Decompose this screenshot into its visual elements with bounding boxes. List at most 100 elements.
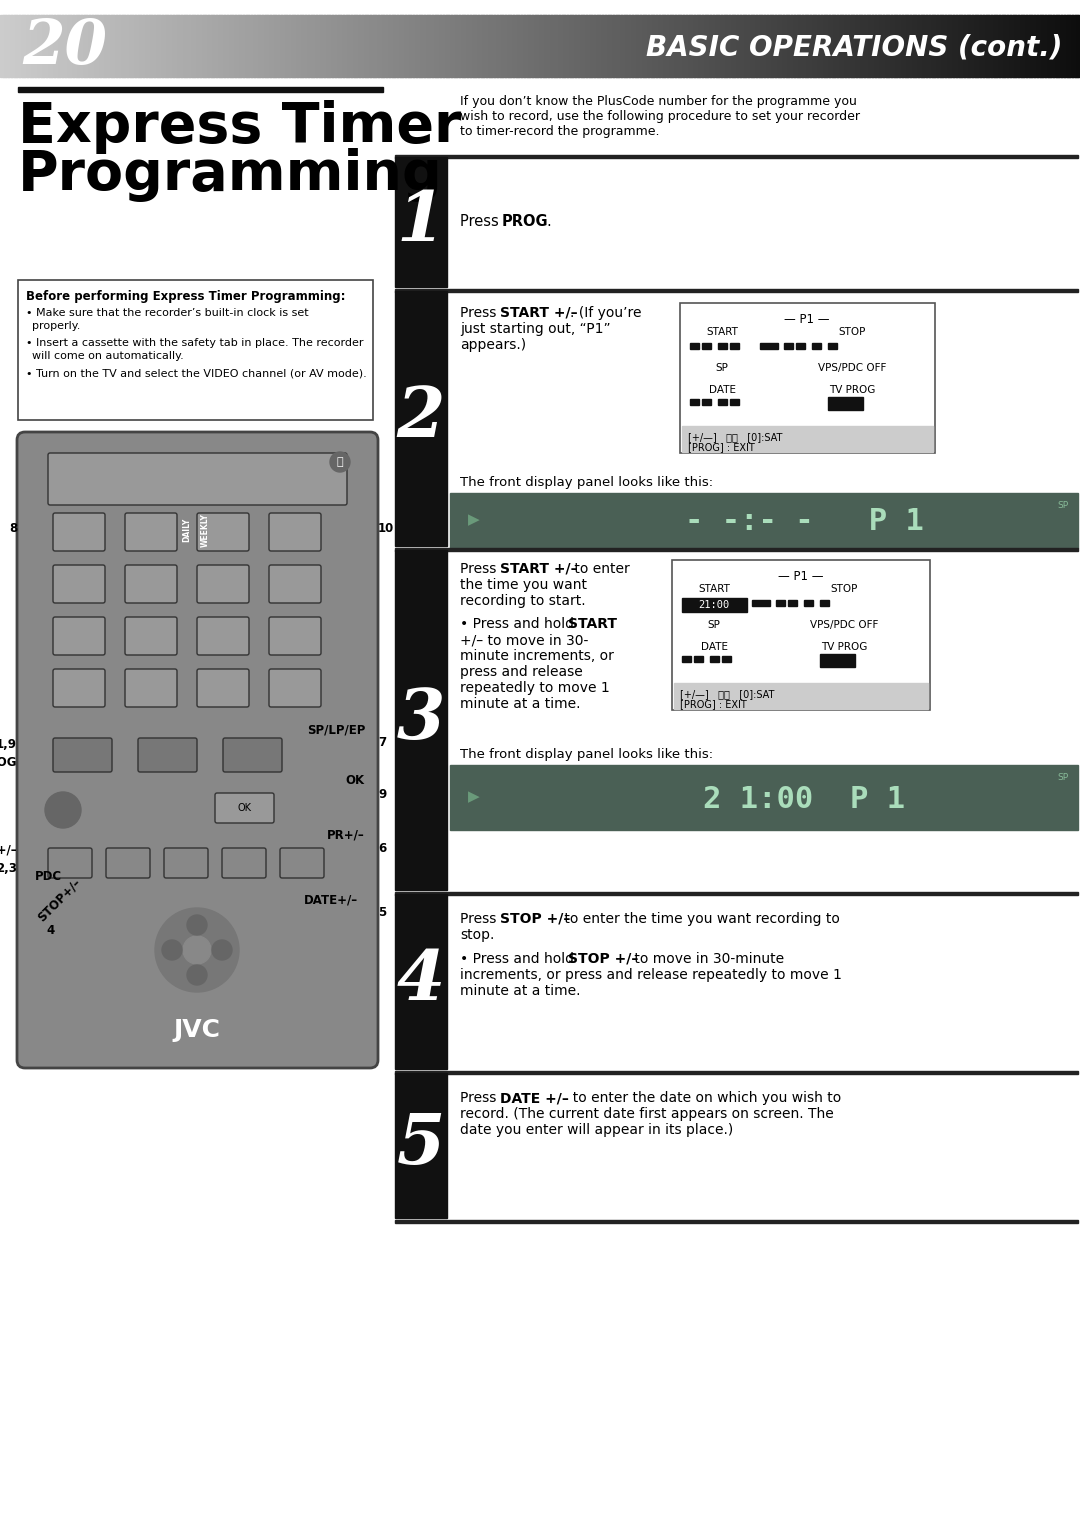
Bar (1056, 15, 1059, 76)
Circle shape (162, 940, 183, 960)
Bar (475, 15, 478, 76)
Text: [PROG] : EXIT: [PROG] : EXIT (688, 443, 755, 452)
Bar (81, 15, 84, 76)
FancyBboxPatch shape (125, 565, 177, 603)
Bar (681, 656, 691, 662)
Bar (451, 15, 455, 76)
FancyBboxPatch shape (164, 848, 208, 877)
Bar (931, 15, 935, 76)
Bar (423, 15, 428, 76)
Bar (711, 15, 714, 76)
Bar (691, 15, 694, 76)
Bar (38, 15, 41, 76)
Bar (1010, 15, 1013, 76)
Bar (639, 15, 644, 76)
Bar (76, 15, 79, 76)
Bar (450, 765, 1078, 830)
Bar (18, 15, 23, 76)
Bar (880, 15, 883, 76)
Bar (329, 15, 333, 76)
Bar (289, 15, 293, 76)
Bar (1026, 15, 1029, 76)
Text: TV PROG: TV PROG (821, 642, 867, 652)
Bar (395, 1073, 447, 1218)
FancyBboxPatch shape (53, 668, 105, 707)
Text: DATE: DATE (708, 385, 735, 395)
Text: TV PROG: TV PROG (828, 385, 875, 395)
Bar (572, 15, 576, 76)
Bar (189, 15, 192, 76)
Bar (395, 549, 447, 890)
Bar (994, 15, 997, 76)
Bar (154, 15, 158, 76)
Bar (395, 548, 1078, 551)
Bar (18, 87, 383, 92)
Bar (430, 15, 433, 76)
Bar (585, 15, 590, 76)
Bar (149, 15, 152, 76)
Bar (788, 600, 797, 606)
FancyBboxPatch shape (269, 668, 321, 707)
Bar (1008, 15, 1011, 76)
Bar (788, 15, 792, 76)
Bar (306, 15, 309, 76)
Bar (67, 15, 71, 76)
Bar (769, 15, 773, 76)
Text: Press: Press (460, 562, 501, 575)
Text: START +/–: START +/– (500, 307, 578, 320)
Text: 3: 3 (396, 687, 445, 754)
Text: 4: 4 (396, 948, 445, 1015)
Text: 10: 10 (378, 522, 394, 534)
Bar (543, 15, 546, 76)
Bar (63, 15, 66, 76)
Bar (653, 15, 657, 76)
Bar (777, 600, 785, 606)
Text: 8: 8 (9, 522, 17, 534)
Bar (229, 15, 233, 76)
Bar (124, 15, 127, 76)
Bar (1075, 15, 1078, 76)
Bar (702, 343, 711, 349)
Bar (726, 15, 730, 76)
Bar (354, 15, 357, 76)
Bar (367, 15, 370, 76)
Bar (721, 15, 725, 76)
Bar (657, 15, 660, 76)
Text: date you enter will appear in its place.): date you enter will appear in its place.… (460, 1123, 733, 1137)
Bar (397, 15, 401, 76)
Bar (481, 15, 484, 76)
Bar (972, 15, 975, 76)
Bar (765, 15, 768, 76)
Bar (616, 15, 619, 76)
Bar (954, 15, 957, 76)
Bar (923, 15, 927, 76)
Circle shape (187, 916, 207, 935)
Bar (1037, 15, 1040, 76)
Bar (45, 15, 50, 76)
Bar (173, 15, 176, 76)
Text: DATE +/–: DATE +/– (500, 1091, 569, 1105)
Bar (416, 15, 419, 76)
Bar (737, 15, 741, 76)
FancyBboxPatch shape (125, 617, 177, 655)
FancyBboxPatch shape (125, 513, 177, 551)
FancyBboxPatch shape (197, 668, 249, 707)
Bar (549, 15, 552, 76)
Bar (1029, 15, 1032, 76)
Bar (477, 15, 482, 76)
Text: +/– to move in 30-: +/– to move in 30- (460, 633, 589, 647)
Bar (495, 15, 498, 76)
Bar (775, 15, 779, 76)
Bar (672, 15, 676, 76)
Bar (715, 15, 719, 76)
Bar (518, 15, 522, 76)
Bar (621, 15, 624, 76)
Bar (421, 15, 424, 76)
Text: ▶: ▶ (468, 513, 480, 528)
Text: press and release: press and release (460, 665, 583, 679)
Text: START+/–: START+/– (0, 844, 17, 856)
Bar (100, 15, 104, 76)
Bar (778, 15, 781, 76)
Text: minute at a time.: minute at a time. (460, 984, 581, 998)
Bar (583, 15, 586, 76)
